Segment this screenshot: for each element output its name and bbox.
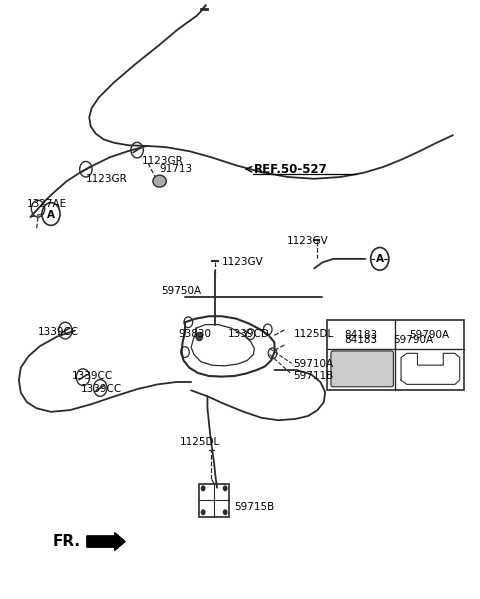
Text: 1327AE: 1327AE [27,199,67,209]
Text: A: A [47,210,55,220]
Text: 59710A: 59710A [294,359,334,369]
Text: 59750A: 59750A [161,286,201,295]
Circle shape [201,485,205,491]
Text: 1125DL: 1125DL [294,329,334,339]
Text: 1339CC: 1339CC [72,371,113,381]
Circle shape [196,332,203,341]
Circle shape [223,485,228,491]
Ellipse shape [153,175,166,187]
FancyBboxPatch shape [331,351,394,387]
Text: 93830: 93830 [179,329,212,339]
Text: 1125DL: 1125DL [180,437,220,447]
Text: 59715B: 59715B [234,503,275,513]
Text: 1339CC: 1339CC [81,384,122,394]
Text: 1123GV: 1123GV [222,258,264,267]
Text: 59790A: 59790A [409,330,449,340]
Text: 59711B: 59711B [294,371,334,381]
Text: 84183: 84183 [345,330,378,340]
Text: 1339CC: 1339CC [38,328,79,337]
Text: 1123GR: 1123GR [86,174,128,184]
Text: FR.: FR. [52,534,80,549]
Text: A: A [376,255,384,265]
Text: 84183: 84183 [344,335,377,345]
Text: 1123GR: 1123GR [142,156,184,166]
Text: 1123GV: 1123GV [287,236,329,246]
Text: 1339CD: 1339CD [228,329,270,339]
Bar [199,483,229,517]
Bar [327,320,464,391]
Circle shape [201,509,205,515]
Text: 91713: 91713 [159,164,192,174]
Circle shape [223,509,228,515]
FancyArrow shape [87,533,125,550]
Text: REF.50-527: REF.50-527 [253,163,327,176]
Text: 59790A: 59790A [393,335,433,345]
